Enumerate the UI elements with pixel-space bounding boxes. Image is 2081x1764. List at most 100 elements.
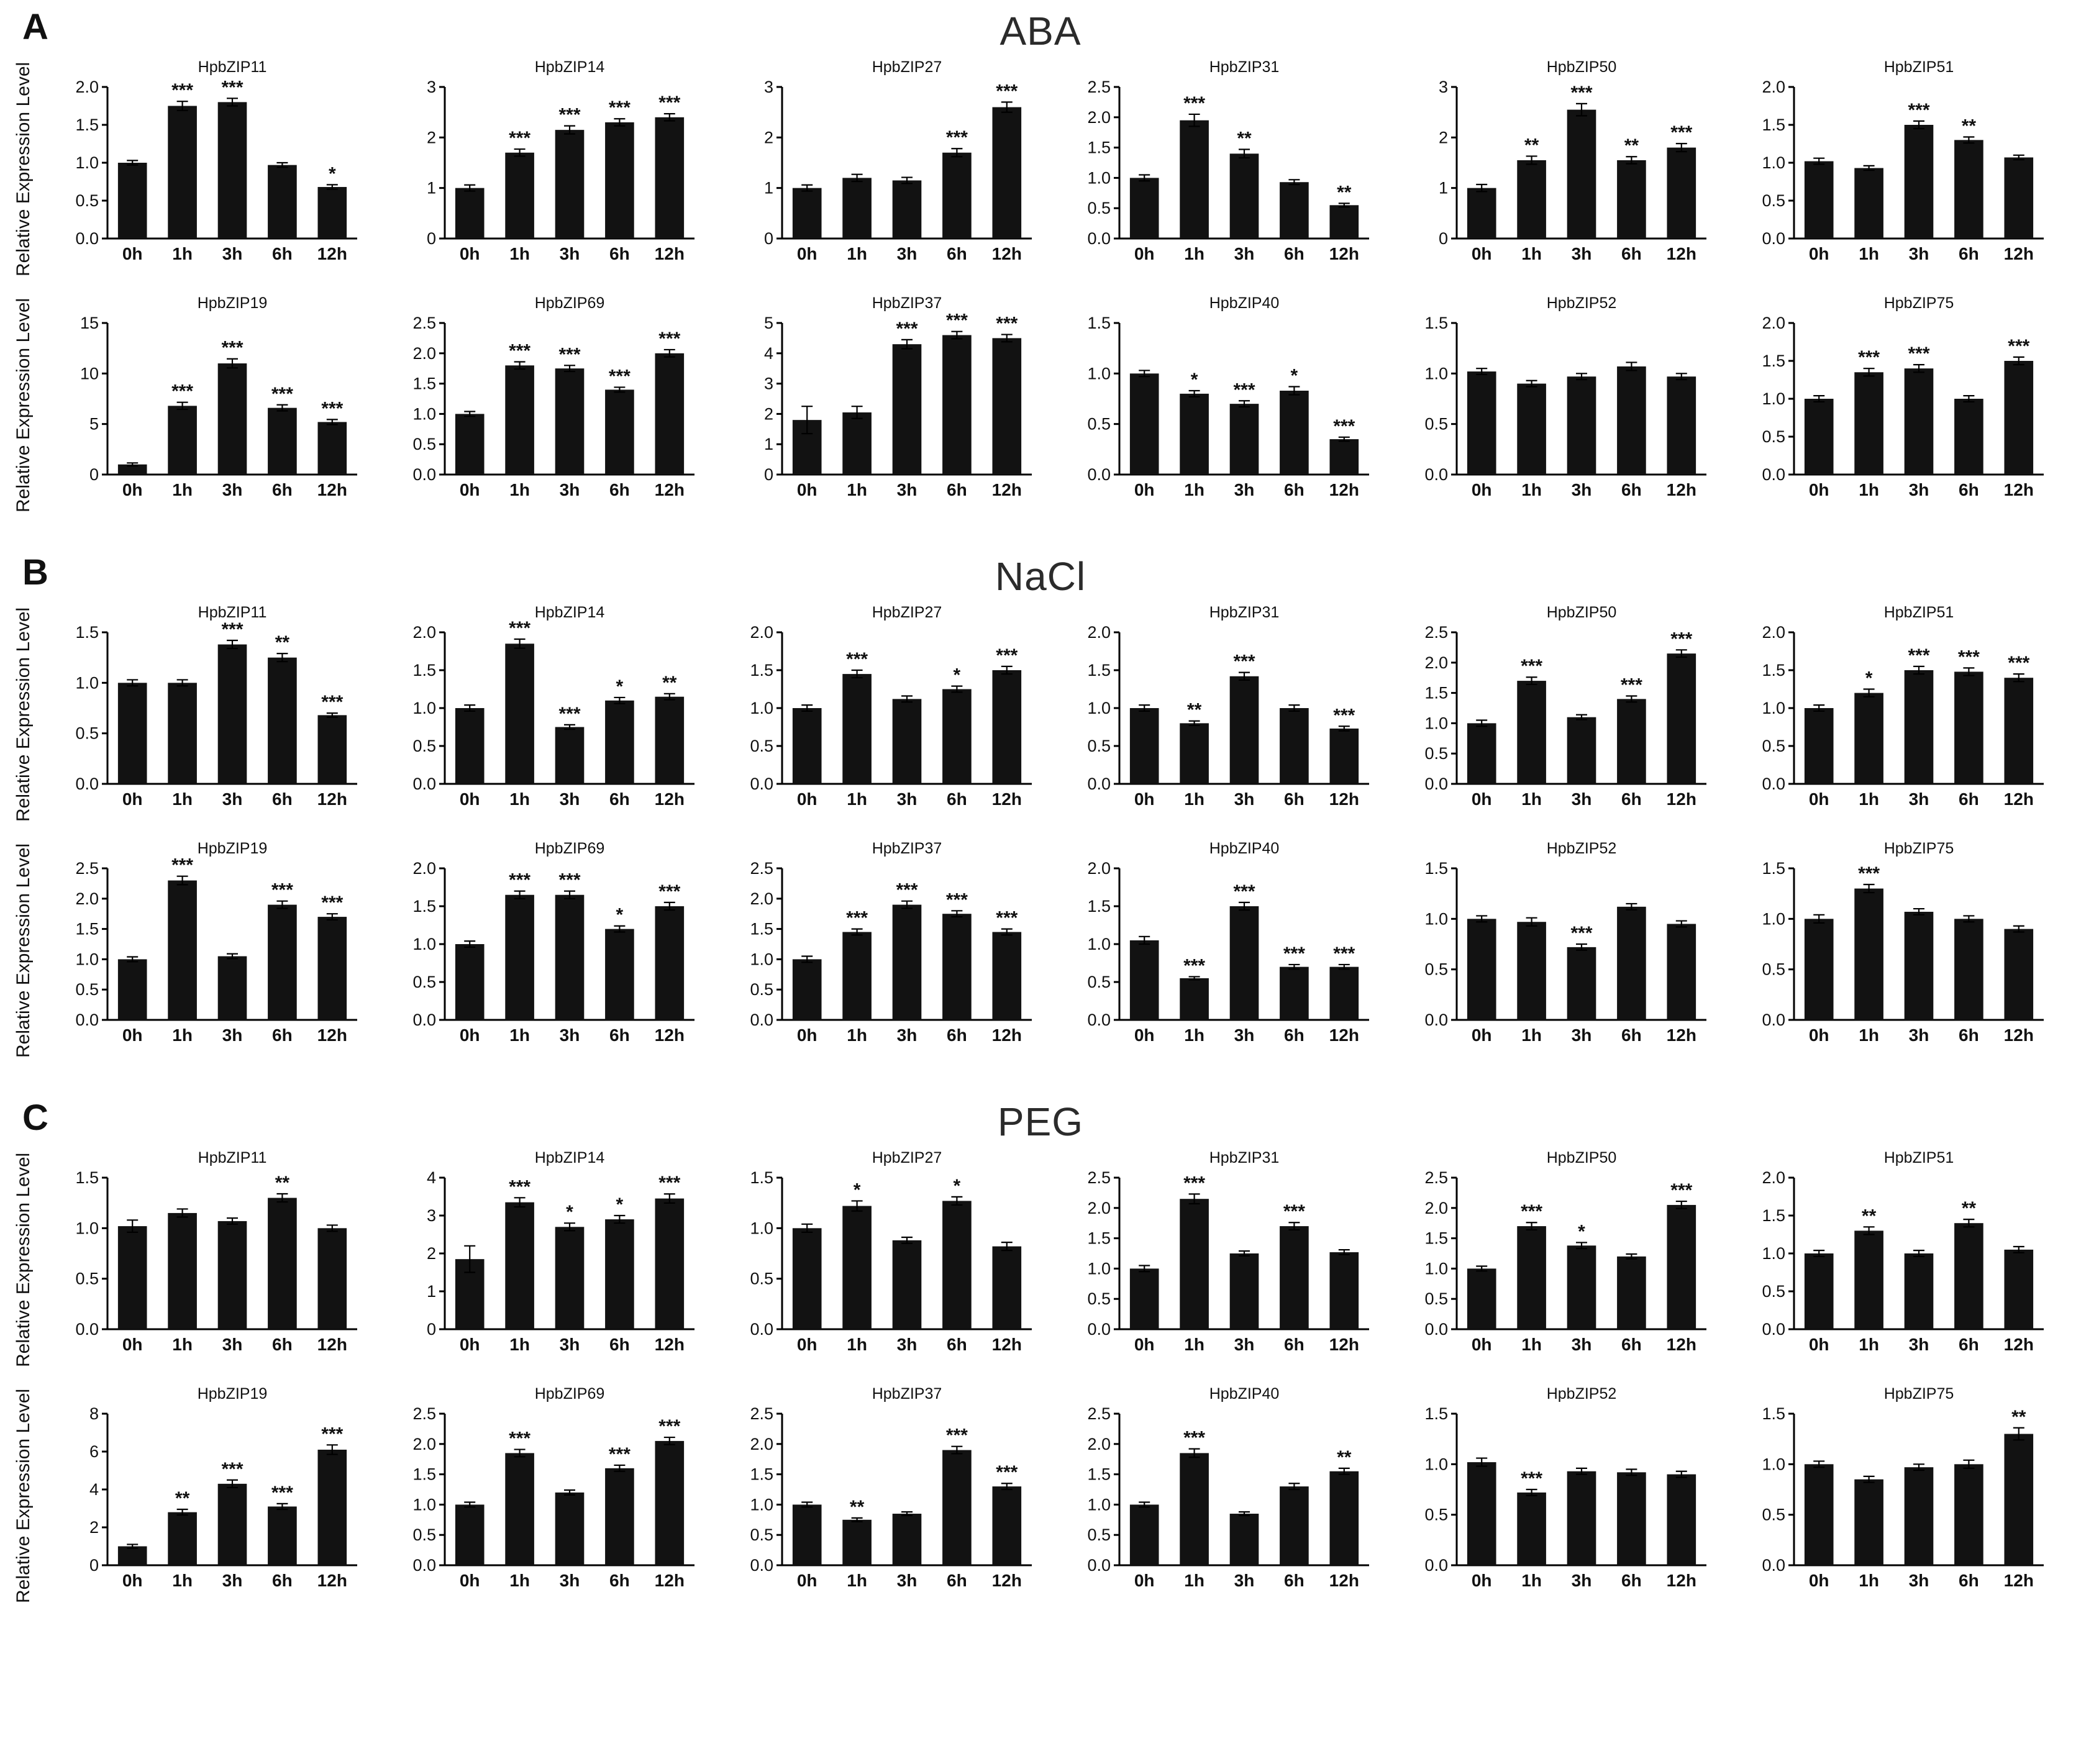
- significance-stars: ***: [945, 311, 967, 331]
- panel-b: B NaCl Relative Expression Level HpbZIP11…: [9, 550, 2072, 1075]
- x-tick-label: 12h: [1666, 1571, 1696, 1590]
- x-tick-label: 12h: [1329, 1025, 1359, 1045]
- significance-stars: ***: [509, 1429, 530, 1449]
- bar: [604, 1219, 634, 1329]
- y-tick-label: 1.5: [412, 375, 436, 393]
- y-tick-label: 1.0: [1424, 1259, 1448, 1278]
- y-tick-label: 0.5: [75, 724, 99, 743]
- y-tick-label: 3: [763, 375, 773, 393]
- y-tick-label: 1.5: [750, 1465, 773, 1484]
- y-tick-label: 0: [89, 465, 98, 484]
- x-tick-label: 0h: [1471, 789, 1491, 809]
- bar: [1904, 125, 1933, 239]
- x-tick-label: 0h: [796, 1571, 817, 1590]
- x-tick-label: 1h: [509, 1571, 530, 1590]
- significance-stars: ***: [509, 1176, 530, 1197]
- y-tick-label: 2.0: [1087, 1199, 1111, 1217]
- x-tick-label: 3h: [896, 480, 917, 499]
- y-tick-label: 1: [763, 435, 773, 453]
- bar-chart-svg: HpbZIP40 0.0 0.5 1.0 1.5 0h * 1h *** 3h * 6h *** 12h: [1087, 294, 1369, 499]
- x-tick-label: 0h: [1471, 1025, 1491, 1045]
- bar-chart-svg: HpbZIP51 0.0 0.5 1.0 1.5 2.0 0h ** 1h 3h ** 6h 12h: [1762, 1149, 2044, 1354]
- y-tick-label: 0.5: [1087, 737, 1111, 755]
- y-tick-label: 1: [426, 179, 435, 198]
- chart-HpbZIP37-NaCl: HpbZIP37 0.0 0.5 1.0 1.5 2.0 2.5 0h *** 1h *** 3h **…: [713, 839, 1050, 1062]
- bar: [1616, 699, 1646, 784]
- x-tick-label: 12h: [654, 244, 684, 263]
- x-tick-label: 3h: [222, 1335, 242, 1354]
- panel-grid-c: Relative Expression Level HpbZIP11 0.0 0.5 1…: [9, 1148, 2072, 1620]
- y-tick-label: 2.0: [412, 344, 436, 363]
- bar: [1279, 390, 1309, 475]
- y-tick-label: 2.0: [1087, 108, 1111, 127]
- y-axis-label: Relative Expression Level: [13, 298, 34, 512]
- x-tick-label: 1h: [1859, 1335, 1879, 1354]
- x-tick-label: 1h: [1521, 1571, 1542, 1590]
- x-tick-label: 12h: [1666, 1025, 1696, 1045]
- significance-stars: ***: [1908, 100, 1929, 120]
- x-tick-label: 3h: [896, 1571, 917, 1590]
- y-tick-label: 1.0: [1424, 714, 1448, 732]
- significance-stars: ***: [1670, 122, 1692, 143]
- y-tick-label: 1.0: [750, 950, 773, 968]
- panel-grid-a: Relative Expression Level HpbZIP11 0.0 0.5 1…: [9, 57, 2072, 529]
- bar: [1516, 681, 1546, 784]
- x-tick-label: 1h: [1521, 244, 1542, 263]
- bar: [1954, 140, 1983, 239]
- y-tick-label: 1.5: [1087, 314, 1111, 332]
- y-tick-label: 0.0: [1087, 1556, 1111, 1575]
- x-tick-label: 1h: [172, 1335, 193, 1354]
- bar: [892, 344, 921, 475]
- bar: [117, 1226, 147, 1329]
- x-tick-label: 0h: [459, 789, 480, 809]
- y-tick-label: 1.0: [412, 699, 436, 717]
- bar: [1666, 376, 1696, 475]
- x-tick-label: 3h: [222, 789, 242, 809]
- x-tick-label: 3h: [1571, 1025, 1591, 1045]
- bar: [1854, 1479, 1883, 1565]
- y-tick-label: 0.5: [412, 1525, 436, 1544]
- bar-chart-svg: HpbZIP31 0.0 0.5 1.0 1.5 2.0 0h ** 1h *** 3h 6h *** 1…: [1087, 604, 1369, 809]
- x-tick-label: 6h: [609, 480, 630, 499]
- bar: [317, 715, 347, 784]
- bar: [892, 180, 921, 239]
- significance-stars: ***: [321, 692, 343, 712]
- y-tick-label: 2.0: [750, 1435, 773, 1453]
- bar: [1129, 373, 1159, 475]
- x-tick-label: 1h: [847, 1571, 867, 1590]
- chart-title: HpbZIP40: [1209, 294, 1279, 312]
- y-tick-label: 2.0: [412, 623, 436, 642]
- significance-stars: ***: [558, 704, 580, 724]
- y-tick-label: 0.5: [75, 1270, 99, 1288]
- bar: [942, 1450, 972, 1565]
- bar-chart-svg: HpbZIP51 0.0 0.5 1.0 1.5 2.0 0h * 1h *** 3h *** 6h **…: [1762, 604, 2044, 809]
- bar: [317, 187, 347, 239]
- y-tick-label: 2: [426, 128, 435, 147]
- treatment-title-aba: ABA: [1000, 9, 1081, 53]
- x-tick-label: 0h: [122, 1571, 142, 1590]
- significance-stars: ***: [1333, 943, 1355, 964]
- bar: [1567, 1471, 1596, 1565]
- x-tick-label: 0h: [459, 1335, 480, 1354]
- y-tick-label: 1.0: [1424, 1455, 1448, 1473]
- y-tick-label: 3: [1438, 78, 1447, 96]
- x-tick-label: 6h: [1621, 1335, 1642, 1354]
- bar: [1854, 168, 1883, 239]
- significance-stars: ***: [996, 908, 1018, 929]
- x-tick-label: 12h: [654, 1025, 684, 1045]
- x-tick-label: 3h: [1908, 789, 1929, 809]
- x-tick-label: 6h: [272, 244, 293, 263]
- chart-title: HpbZIP75: [1883, 840, 1954, 857]
- y-tick-label: 0.5: [1087, 1525, 1111, 1544]
- bar-chart-svg: HpbZIP19 0.0 0.5 1.0 1.5 2.0 2.5 0h *** 1h 3h *** 6h…: [75, 840, 357, 1045]
- x-tick-label: 3h: [1234, 1571, 1254, 1590]
- y-tick-label: 1.5: [750, 661, 773, 680]
- x-tick-label: 0h: [459, 480, 480, 499]
- significance-stars: **: [1524, 135, 1539, 155]
- significance-stars: ***: [1670, 629, 1692, 649]
- significance-stars: *: [616, 1194, 623, 1215]
- y-tick-label: 0: [89, 1556, 98, 1575]
- x-tick-label: 3h: [1234, 1335, 1254, 1354]
- x-tick-label: 12h: [2003, 480, 2033, 499]
- bar-chart-svg: HpbZIP75 0.0 0.5 1.0 1.5 0h 1h 3h 6h ** 12h: [1762, 1385, 2044, 1590]
